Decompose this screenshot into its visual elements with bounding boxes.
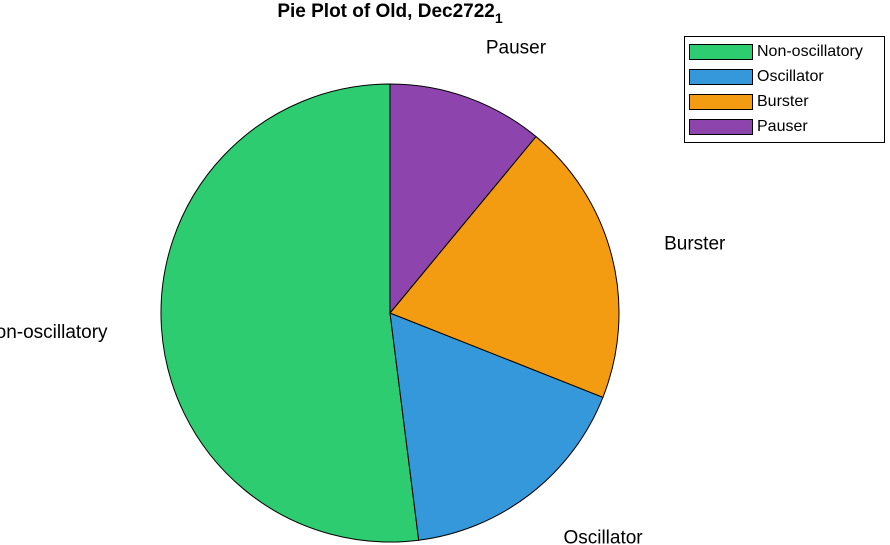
slice-label: Non-oscillatory (0, 322, 108, 343)
pie-slices (160, 83, 620, 543)
legend-label: Burster (757, 93, 809, 110)
slice-label: Burster (664, 234, 726, 255)
slice-label: Oscillator (563, 528, 643, 545)
chart-title-text: Pie Plot of Old, Dec2722 (277, 1, 495, 22)
legend-swatch (689, 119, 753, 135)
legend-item-pauser: Pauser (689, 116, 808, 138)
chart-title: Pie Plot of Old, Dec27221 (0, 1, 780, 26)
pie-slice-non-oscillatory (160, 83, 420, 543)
legend-label: Oscillator (757, 68, 824, 85)
legend: Non-oscillatory Oscillator Burster Pause… (684, 36, 885, 143)
legend-item-oscillator: Oscillator (689, 66, 824, 88)
pie-slice-burster (389, 135, 620, 398)
pie-slice-oscillator (389, 312, 604, 541)
legend-swatch (689, 94, 753, 110)
slice-label: Pauser (486, 38, 547, 59)
chart-title-subscript: 1 (494, 10, 503, 26)
legend-label: Pauser (757, 118, 808, 135)
legend-swatch (689, 44, 753, 60)
legend-swatch (689, 69, 753, 85)
legend-item-burster: Burster (689, 91, 809, 113)
pie-slice-pauser (389, 83, 537, 315)
legend-item-non-oscillatory: Non-oscillatory (689, 41, 863, 63)
legend-label: Non-oscillatory (757, 43, 863, 60)
pie-labels: Non-oscillatory Oscillator Burster Pauser (0, 38, 726, 545)
